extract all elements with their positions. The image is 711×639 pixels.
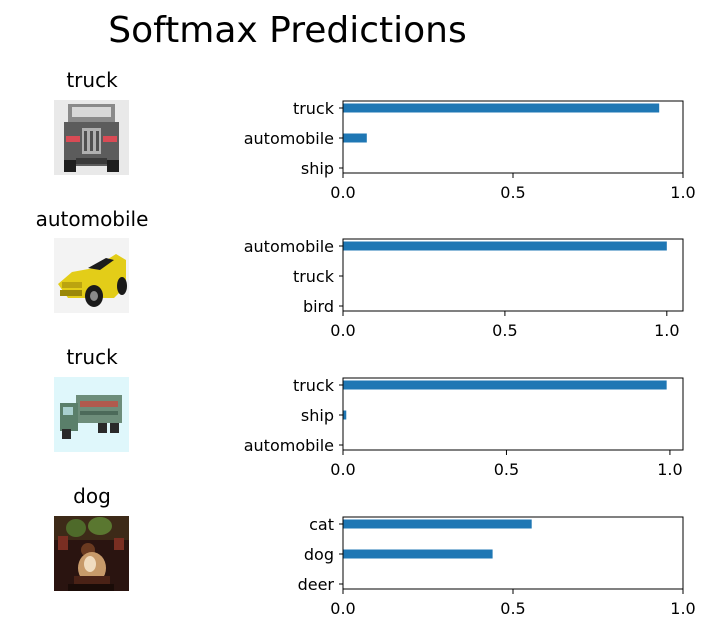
xtick-label-1-2: 0.5 (500, 183, 525, 202)
ytick-label-4-3: deer (298, 575, 335, 594)
figure-title: Softmax Predictions (108, 10, 467, 51)
bar-4-dog (343, 549, 493, 559)
ytick-label-1-2: automobile (244, 129, 334, 148)
bar-3-truck (343, 380, 667, 390)
truck-image (54, 100, 129, 175)
bar-3-ship (343, 410, 347, 420)
ytick-label-2-2: truck (293, 267, 335, 286)
dog-image (54, 516, 129, 591)
axes-frame-2 (342, 238, 684, 312)
bar-1-truck (343, 103, 660, 113)
row-label-2: automobile (35, 207, 149, 231)
xtick-label-3-3: 1.0 (657, 460, 682, 479)
xtick-label-1-3: 1.0 (670, 183, 695, 202)
xtick-label-3-1: 0.0 (330, 460, 355, 479)
automobile-image (54, 238, 129, 313)
xtick-label-4-1: 0.0 (330, 599, 355, 618)
bar-2-automobile (343, 241, 667, 251)
xtick-label-3-2: 0.5 (494, 460, 519, 479)
bar-1-automobile (343, 133, 367, 143)
row-label-1: truck (66, 68, 118, 92)
xtick-label-2-2: 0.5 (492, 321, 517, 340)
ytick-label-2-1: automobile (244, 237, 334, 256)
ytick-label-2-3: bird (303, 297, 334, 316)
ytick-label-4-2: dog (304, 545, 334, 564)
xtick-label-1-1: 0.0 (330, 183, 355, 202)
axes-frame-3 (342, 377, 684, 451)
ytick-label-3-3: automobile (244, 436, 334, 455)
row-label-4: dog (73, 484, 111, 508)
xtick-label-2-1: 0.0 (330, 321, 355, 340)
ytick-label-3-2: ship (301, 406, 334, 425)
xtick-label-2-3: 1.0 (654, 321, 679, 340)
xtick-label-4-3: 1.0 (670, 599, 695, 618)
truck-image (54, 377, 129, 452)
bar-4-cat (343, 519, 532, 529)
ytick-label-1-1: truck (293, 99, 335, 118)
xtick-label-4-2: 0.5 (500, 599, 525, 618)
row-label-3: truck (66, 345, 118, 369)
ytick-label-4-1: cat (309, 515, 334, 534)
ytick-label-1-3: ship (301, 159, 334, 178)
ytick-label-3-1: truck (293, 376, 335, 395)
